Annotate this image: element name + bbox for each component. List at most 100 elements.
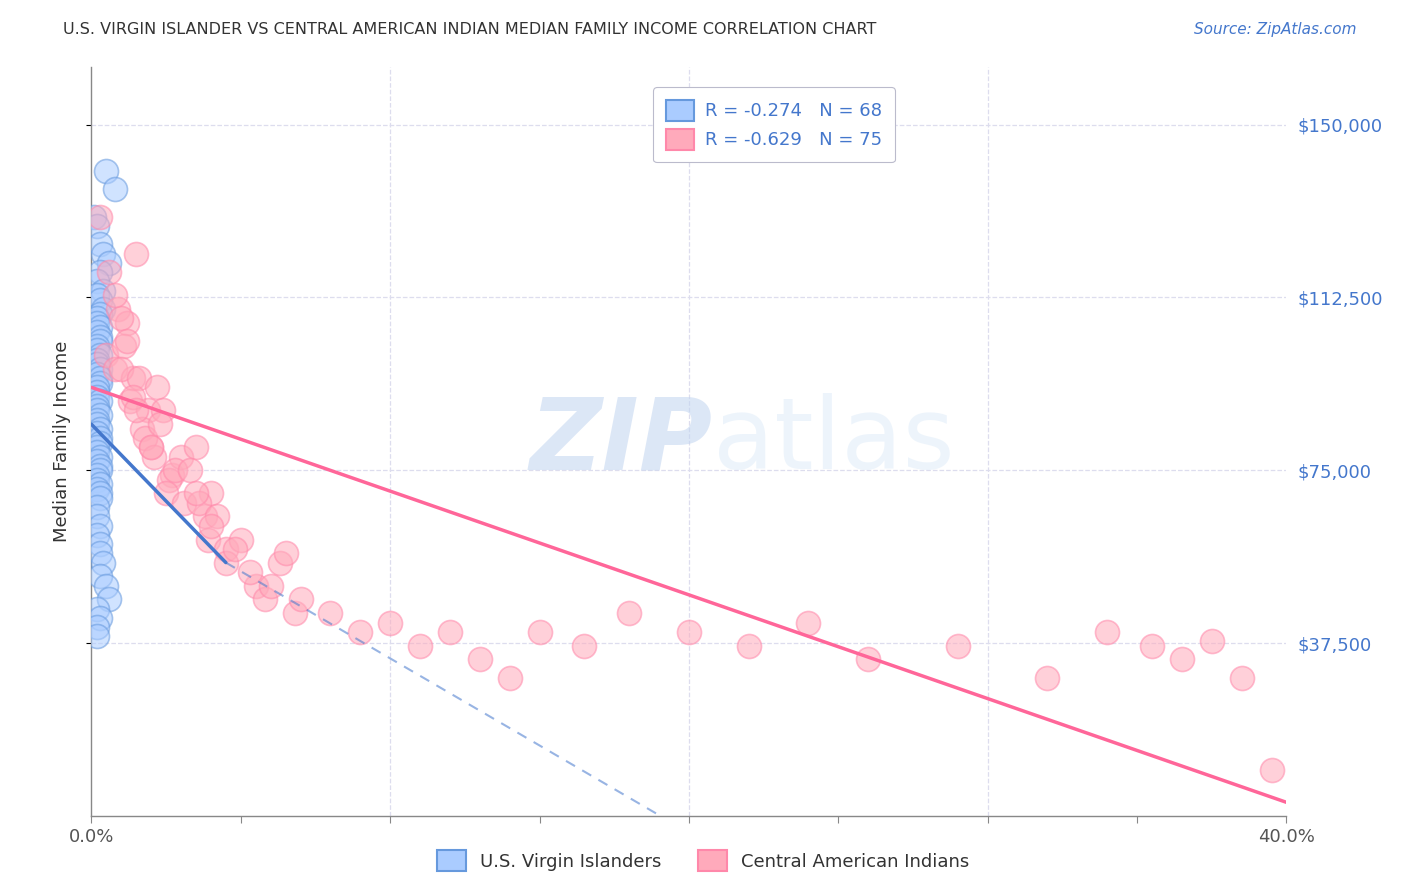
Point [290,592,312,607]
Point [86,352,108,367]
Point [188,495,211,509]
Point [619,607,641,621]
Point [200,518,222,533]
Point [155,486,177,500]
Point [89,265,111,279]
Text: atlas: atlas [713,393,955,490]
Point [89,408,111,422]
Text: U.S. VIRGIN ISLANDER VS CENTRAL AMERICAN INDIAN MEDIAN FAMILY INCOME CORRELATION: U.S. VIRGIN ISLANDER VS CENTRAL AMERICAN… [63,22,877,37]
Point [574,639,596,653]
Point [143,450,166,464]
Point [239,565,262,579]
Point [86,339,108,353]
Point [86,367,108,381]
Point [125,403,148,417]
Point [86,440,108,454]
Point [89,371,111,385]
Point [197,533,219,547]
Point [86,403,108,417]
Point [1171,652,1194,666]
Point [200,486,222,500]
Point [125,246,148,260]
Point [86,482,108,496]
Point [86,500,108,515]
Point [115,334,138,349]
Point [173,495,195,509]
Point [89,334,111,349]
Point [93,556,115,570]
Point [946,639,969,653]
Point [274,546,297,560]
Point [104,288,127,302]
Point [1260,763,1282,777]
Point [89,307,111,321]
Point [104,362,127,376]
Point [104,182,127,196]
Point [224,541,246,556]
Point [89,569,111,583]
Point [89,491,111,505]
Point [98,592,121,607]
Point [439,624,461,639]
Point [1036,671,1059,685]
Point [152,403,174,417]
Point [149,417,172,432]
Point [499,671,522,685]
Point [120,394,142,409]
Point [89,348,111,362]
Point [89,518,111,533]
Point [134,431,156,445]
Point [86,528,108,542]
Point [110,362,132,376]
Y-axis label: Median Family Income: Median Family Income [52,341,70,542]
Point [86,467,108,482]
Point [122,371,145,385]
Point [89,362,111,376]
Point [98,265,121,279]
Point [253,592,276,607]
Legend: R = -0.274   N = 68, R = -0.629   N = 75: R = -0.274 N = 68, R = -0.629 N = 75 [652,87,896,162]
Point [284,607,307,621]
Point [89,463,111,477]
Point [89,422,111,436]
Point [1230,671,1253,685]
Point [122,390,145,404]
Point [86,417,108,432]
Point [107,301,129,316]
Point [184,486,207,500]
Point [89,450,111,464]
Point [141,440,163,454]
Text: ZIP: ZIP [530,393,713,490]
Point [86,343,108,358]
Point [89,431,111,445]
Point [245,579,267,593]
Point [319,607,342,621]
Point [83,210,105,224]
Point [269,556,291,570]
Legend: U.S. Virgin Islanders, Central American Indians: U.S. Virgin Islanders, Central American … [430,843,976,879]
Point [468,652,491,666]
Point [89,376,111,390]
Point [179,463,201,477]
Point [86,380,108,394]
Point [259,579,281,593]
Point [86,426,108,441]
Point [86,509,108,524]
Point [1140,639,1163,653]
Point [86,620,108,634]
Point [1097,624,1119,639]
Point [89,210,111,224]
Point [86,325,108,339]
Point [89,486,111,500]
Point [184,440,207,454]
Point [215,541,238,556]
Point [96,348,118,362]
Point [89,458,111,473]
Point [136,403,159,417]
Text: Source: ZipAtlas.com: Source: ZipAtlas.com [1194,22,1357,37]
Point [89,237,111,252]
Point [89,611,111,625]
Point [86,473,108,487]
Point [86,454,108,468]
Point [89,537,111,551]
